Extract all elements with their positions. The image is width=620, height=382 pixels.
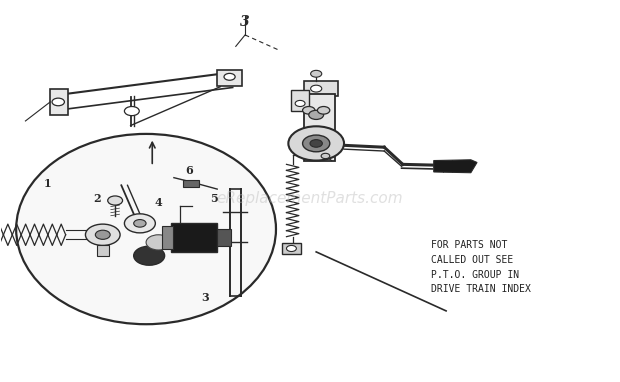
Circle shape — [125, 214, 156, 233]
Text: 5: 5 — [210, 193, 218, 204]
Polygon shape — [97, 245, 109, 256]
Circle shape — [295, 100, 305, 107]
Circle shape — [146, 235, 171, 250]
Bar — [183, 180, 198, 187]
Circle shape — [311, 85, 322, 92]
Circle shape — [309, 110, 324, 120]
Circle shape — [310, 139, 322, 147]
Circle shape — [303, 107, 315, 114]
Text: eReplacementParts.com: eReplacementParts.com — [216, 191, 404, 206]
Bar — [282, 243, 301, 254]
Bar — [291, 90, 309, 111]
Circle shape — [224, 73, 235, 80]
Circle shape — [134, 246, 165, 265]
Circle shape — [321, 153, 330, 159]
Text: 3: 3 — [201, 292, 209, 303]
Circle shape — [125, 107, 140, 116]
Text: 1: 1 — [43, 178, 51, 189]
Circle shape — [86, 224, 120, 245]
Circle shape — [288, 126, 344, 160]
Bar — [217, 229, 231, 246]
Polygon shape — [434, 160, 477, 173]
Bar — [50, 89, 68, 115]
Circle shape — [286, 245, 296, 251]
Text: 4: 4 — [154, 197, 162, 208]
Circle shape — [134, 220, 146, 227]
Text: 3: 3 — [240, 15, 250, 29]
Circle shape — [311, 70, 322, 77]
Bar — [171, 223, 217, 252]
Circle shape — [303, 135, 330, 152]
Text: 2: 2 — [93, 193, 100, 204]
Circle shape — [108, 196, 123, 205]
Bar — [162, 226, 172, 249]
Ellipse shape — [16, 134, 276, 324]
Circle shape — [52, 98, 64, 106]
Circle shape — [95, 230, 110, 240]
Text: FOR PARTS NOT
CALLED OUT SEE
P.T.O. GROUP IN
DRIVE TRAIN INDEX: FOR PARTS NOT CALLED OUT SEE P.T.O. GROU… — [431, 240, 531, 294]
Circle shape — [317, 107, 330, 114]
Text: 6: 6 — [185, 165, 193, 176]
Bar — [304, 94, 335, 160]
Bar — [304, 81, 338, 96]
Bar — [217, 70, 242, 86]
